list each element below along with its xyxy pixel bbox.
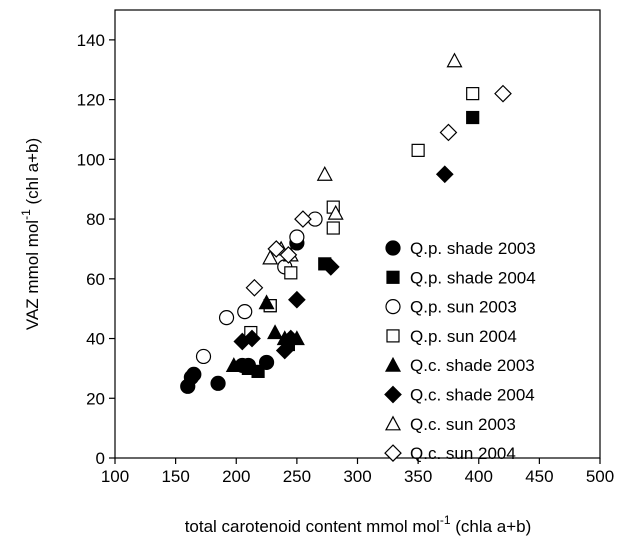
legend-marker [385,240,401,256]
legend-label: Q.p. sun 2004 [410,327,517,346]
legend-marker [384,415,402,431]
y-axis-label: VAZ mmol mol-1 (chl a+b) [19,138,42,330]
marker [289,229,305,245]
y-tick-label: 140 [77,31,105,50]
marker [326,221,340,235]
legend-marker [384,385,402,404]
y-label-sup: -1 [19,209,33,220]
marker [195,348,212,365]
y-label-main: VAZ mmol mol [23,220,42,330]
y-tick-label: 100 [77,150,105,169]
x-tick-label: 350 [404,467,432,486]
marker [262,249,279,265]
y-tick-label: 0 [96,449,105,468]
y-tick-label: 40 [86,330,105,349]
marker [494,84,512,103]
legend-marker [386,329,400,343]
marker [435,165,454,184]
x-label-end: (chla a+b) [451,517,532,536]
marker [327,204,344,220]
x-label-sup: -1 [440,513,451,527]
legend-marker [386,270,400,284]
y-label-end: (chl a+b) [23,138,42,209]
legend-label: Q.c. shade 2004 [410,386,535,405]
legend-marker [385,299,401,315]
x-tick-label: 300 [343,467,371,486]
x-tick-label: 500 [586,467,614,486]
x-tick-label: 150 [161,467,189,486]
marker [279,246,298,264]
marker [210,375,226,391]
legend-label: Q.p. sun 2003 [410,298,517,317]
x-axis-label: total carotenoid content mmol mol-1 (chl… [185,513,532,536]
marker [294,210,312,228]
marker [446,52,463,68]
marker [237,304,253,320]
legend-label: Q.c. sun 2003 [410,415,516,434]
y-tick-label: 20 [86,389,105,408]
marker [466,110,480,125]
legend-label: Q.c. shade 2003 [410,356,535,375]
marker [288,290,306,309]
x-tick-label: 400 [465,467,493,486]
marker [275,341,294,360]
y-tick-label: 120 [77,91,105,110]
legend-label: Q.p. shade 2003 [410,239,536,258]
marker [321,258,340,276]
marker [411,143,425,157]
y-tick-label: 80 [86,210,105,229]
marker [186,366,202,382]
x-label-main: total carotenoid content mmol mol [185,517,440,536]
x-tick-label: 250 [283,467,311,486]
x-tick-label: 200 [222,467,250,486]
marker [243,329,261,348]
marker [251,364,265,378]
marker [284,266,298,280]
x-tick-label: 100 [101,467,129,486]
marker [267,324,284,340]
marker [439,123,458,142]
y-tick-label: 60 [86,270,105,289]
legend-label: Q.c. sun 2004 [410,444,516,463]
marker [316,166,333,181]
marker [281,329,300,348]
marker [225,357,242,373]
marker [258,294,275,310]
legend-marker [384,444,402,462]
marker [267,240,286,258]
marker [245,278,264,297]
marker [218,310,235,326]
x-tick-label: 450 [525,467,553,486]
marker [466,87,480,101]
legend-label: Q.p. shade 2004 [410,268,536,287]
legend-marker [384,356,402,372]
